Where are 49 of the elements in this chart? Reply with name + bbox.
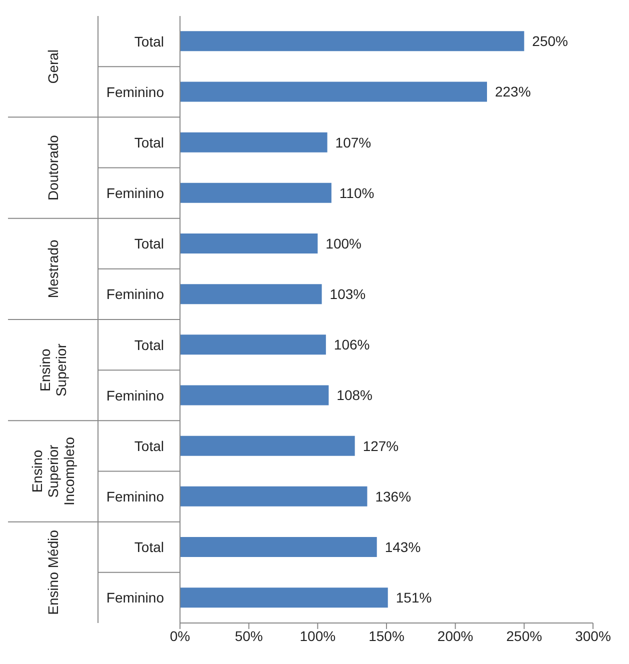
text: Doutorado xyxy=(45,134,61,200)
text: Geral xyxy=(45,49,61,84)
x-tick-label: 300% xyxy=(575,628,611,644)
x-tick-label: 250% xyxy=(506,628,542,644)
y-tick-label: Feminino xyxy=(106,387,164,404)
data-label: 100% xyxy=(326,235,362,252)
x-tick-label: 100% xyxy=(300,628,336,644)
x-tick-label: 50% xyxy=(234,628,263,644)
y-tick-label: Total xyxy=(134,336,164,353)
data-label: 223% xyxy=(494,84,531,100)
y-tick-label: Feminino xyxy=(106,590,164,606)
y-tick-label: Total xyxy=(134,33,164,50)
bar xyxy=(180,588,388,608)
y-tick-label: Feminino xyxy=(106,286,164,302)
bar xyxy=(180,284,322,304)
y-tick-label: Feminino xyxy=(106,185,164,202)
bar xyxy=(180,385,329,406)
data-label: 107% xyxy=(335,134,372,150)
bar xyxy=(180,31,524,52)
data-label: 143% xyxy=(384,538,421,555)
y-tick-label: Feminino xyxy=(106,488,164,505)
y-tick-label: Total xyxy=(134,236,164,252)
bar xyxy=(180,82,487,102)
x-tick-label: 200% xyxy=(437,628,474,644)
text: Ensino Médio xyxy=(45,530,61,615)
data-label: 127% xyxy=(362,438,399,454)
y-tick-label: Total xyxy=(134,438,164,454)
data-label: 250% xyxy=(532,33,568,50)
text: Ensino Superior xyxy=(37,343,69,397)
y-tick-label: Total xyxy=(134,539,164,556)
data-label: 106% xyxy=(334,336,370,353)
bar xyxy=(180,537,377,558)
y-tick-label: Feminino xyxy=(106,84,164,100)
bar xyxy=(180,436,355,456)
data-label: 136% xyxy=(375,488,412,504)
data-label: 108% xyxy=(336,387,372,404)
bar xyxy=(180,234,318,254)
bar xyxy=(180,486,368,506)
bar xyxy=(180,334,326,355)
text: Ensino Superior Incompleto xyxy=(29,436,77,506)
y-tick-label: Total xyxy=(134,134,164,150)
bar xyxy=(180,182,332,203)
x-tick-label: 150% xyxy=(368,628,404,644)
bar xyxy=(180,132,328,152)
data-label: 110% xyxy=(339,184,374,201)
data-label: 151% xyxy=(396,590,432,606)
x-tick-label: 0% xyxy=(170,628,190,644)
data-label: 103% xyxy=(330,286,366,302)
text: Mestrado xyxy=(45,240,61,298)
